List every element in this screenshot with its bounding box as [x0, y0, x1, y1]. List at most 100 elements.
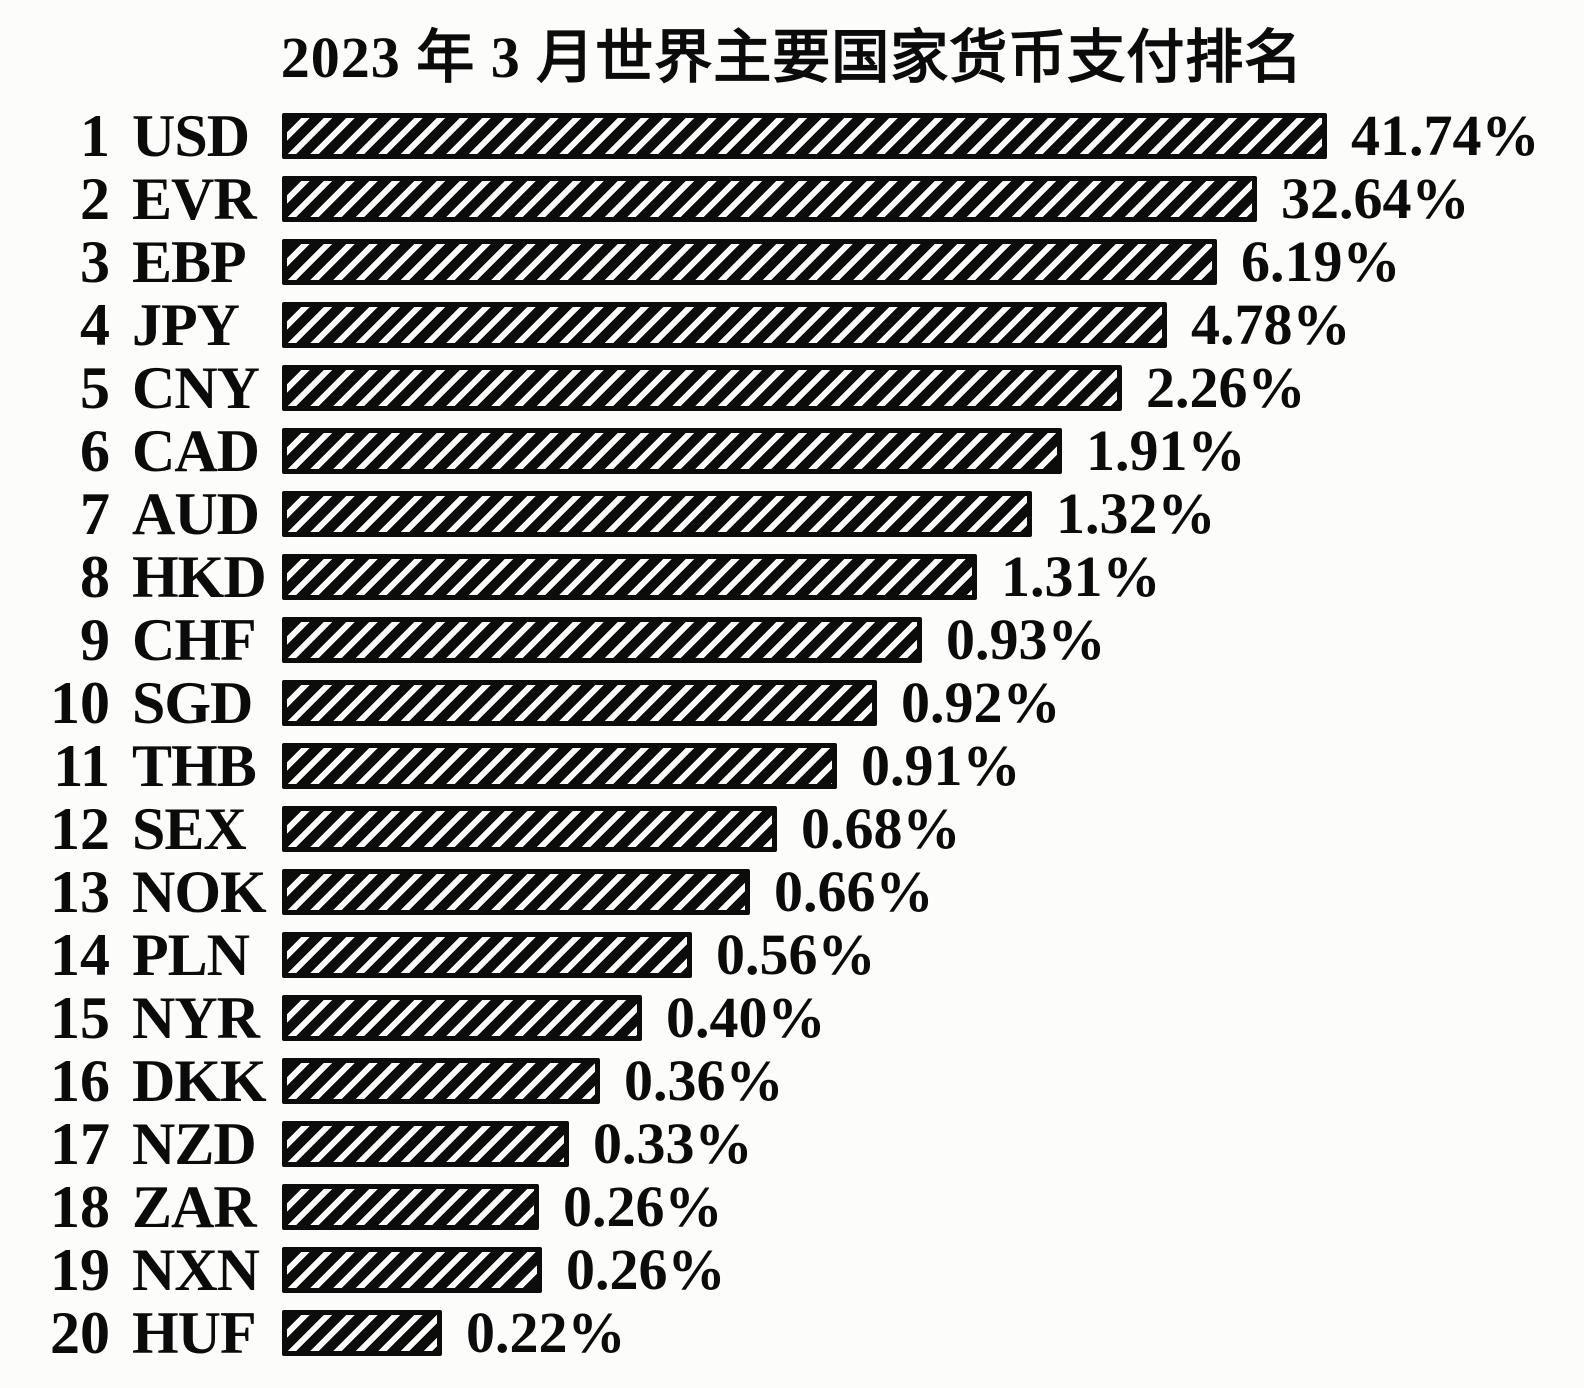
value-label: 0.33% [593, 1110, 753, 1176]
chart-row: 6 CAD 1.91% [40, 419, 1584, 482]
hatched-bar [282, 238, 1217, 285]
hatched-bar [282, 616, 922, 663]
chart-row: 14 PLN 0.56% [40, 923, 1584, 986]
rank-label: 4 [80, 291, 110, 358]
value-label: 6.19% [1241, 228, 1401, 294]
value-label: 0.36% [624, 1047, 784, 1113]
chart-rows: 1 USD 41.74% 2 EVR 32.64% 3 EBP 6.19% 4 … [0, 104, 1584, 1364]
value-label: 0.26% [566, 1236, 726, 1302]
hatched-bar [282, 1309, 442, 1356]
chart-row: 18 ZAR 0.26% [40, 1175, 1584, 1238]
currency-code-label: NYR [132, 984, 260, 1051]
chart-row: 12 SEX 0.68% [40, 797, 1584, 860]
currency-code-label: ZAR [132, 1173, 257, 1240]
value-label: 0.40% [666, 984, 826, 1050]
hatched-bar [282, 112, 1327, 159]
rank-label: 9 [80, 606, 110, 673]
rank-label: 16 [50, 1047, 110, 1114]
value-label: 0.66% [774, 858, 934, 924]
value-label: 1.91% [1086, 417, 1246, 483]
currency-code-label: HKD [132, 543, 267, 610]
chart-title: 2023 年 3 月世界主要国家货币支付排名 [280, 25, 1304, 90]
rank-label: 13 [50, 858, 110, 925]
rank-label: 18 [50, 1173, 110, 1240]
currency-code-label: EBP [132, 228, 247, 295]
chart-row: 7 AUD 1.32% [40, 482, 1584, 545]
currency-code-label: NZD [132, 1110, 257, 1177]
rank-label: 17 [50, 1110, 110, 1177]
rank-label: 20 [50, 1299, 110, 1366]
hatched-bar [282, 1183, 539, 1230]
value-label: 0.68% [801, 795, 961, 861]
chart-row: 15 NYR 0.40% [40, 986, 1584, 1049]
value-label: 1.32% [1056, 480, 1216, 546]
chart-row: 8 HKD 1.31% [40, 545, 1584, 608]
hatched-bar [282, 742, 837, 789]
rank-label: 12 [50, 795, 110, 862]
chart-row: 2 EVR 32.64% [40, 167, 1584, 230]
currency-code-label: CAD [132, 417, 260, 484]
chart-row: 1 USD 41.74% [40, 104, 1584, 167]
hatched-bar [282, 1246, 542, 1293]
rank-label: 11 [53, 732, 110, 799]
value-label: 0.92% [901, 669, 1061, 735]
value-label: 0.93% [946, 606, 1106, 672]
rank-label: 6 [80, 417, 110, 484]
currency-code-label: USD [132, 102, 250, 169]
rank-label: 3 [80, 228, 110, 295]
chart-row: 4 JPY 4.78% [40, 293, 1584, 356]
hatched-bar [282, 1057, 600, 1104]
value-label: 0.22% [466, 1299, 626, 1365]
value-label: 0.56% [716, 921, 876, 987]
chart-row: 10 SGD 0.92% [40, 671, 1584, 734]
hatched-bar [282, 175, 1257, 222]
currency-code-label: CNY [132, 354, 260, 421]
value-label: 41.74% [1351, 102, 1540, 168]
chart-row: 16 DKK 0.36% [40, 1049, 1584, 1112]
hatched-bar [282, 931, 692, 978]
currency-code-label: CHF [132, 606, 257, 673]
value-label: 1.31% [1001, 543, 1161, 609]
hatched-bar [282, 805, 777, 852]
chart-row: 3 EBP 6.19% [40, 230, 1584, 293]
value-label: 32.64% [1281, 165, 1470, 231]
hatched-bar [282, 364, 1122, 411]
currency-code-label: SGD [132, 669, 253, 736]
hatched-bar [282, 994, 642, 1041]
hatched-bar [282, 427, 1062, 474]
currency-code-label: SEX [132, 795, 247, 862]
rank-label: 19 [50, 1236, 110, 1303]
rank-label: 2 [80, 165, 110, 232]
value-label: 0.26% [563, 1173, 723, 1239]
currency-code-label: JPY [132, 291, 240, 358]
rank-label: 8 [80, 543, 110, 610]
rank-label: 14 [50, 921, 110, 988]
chart-row: 9 CHF 0.93% [40, 608, 1584, 671]
chart-row: 13 NOK 0.66% [40, 860, 1584, 923]
hatched-bar [282, 868, 750, 915]
currency-code-label: THB [132, 732, 257, 799]
rank-label: 7 [80, 480, 110, 547]
currency-code-label: DKK [132, 1047, 267, 1114]
hatched-bar [282, 679, 877, 726]
rank-label: 10 [50, 669, 110, 736]
hatched-bar [282, 553, 977, 600]
currency-code-label: PLN [132, 921, 250, 988]
currency-code-label: AUD [132, 480, 260, 547]
value-label: 0.91% [861, 732, 1021, 798]
chart-row: 17 NZD 0.33% [40, 1112, 1584, 1175]
rank-label: 1 [80, 102, 110, 169]
hatched-bar [282, 301, 1167, 348]
currency-code-label: HUF [132, 1299, 257, 1366]
value-label: 4.78% [1191, 291, 1351, 357]
rank-label: 5 [80, 354, 110, 421]
currency-code-label: NOK [132, 858, 267, 925]
rank-label: 15 [50, 984, 110, 1051]
currency-code-label: EVR [132, 165, 257, 232]
hatched-bar [282, 1120, 569, 1167]
chart-row: 19 NXN 0.26% [40, 1238, 1584, 1301]
currency-code-label: NXN [132, 1236, 260, 1303]
chart-row: 20 HUF 0.22% [40, 1301, 1584, 1364]
hatched-bar [282, 490, 1032, 537]
